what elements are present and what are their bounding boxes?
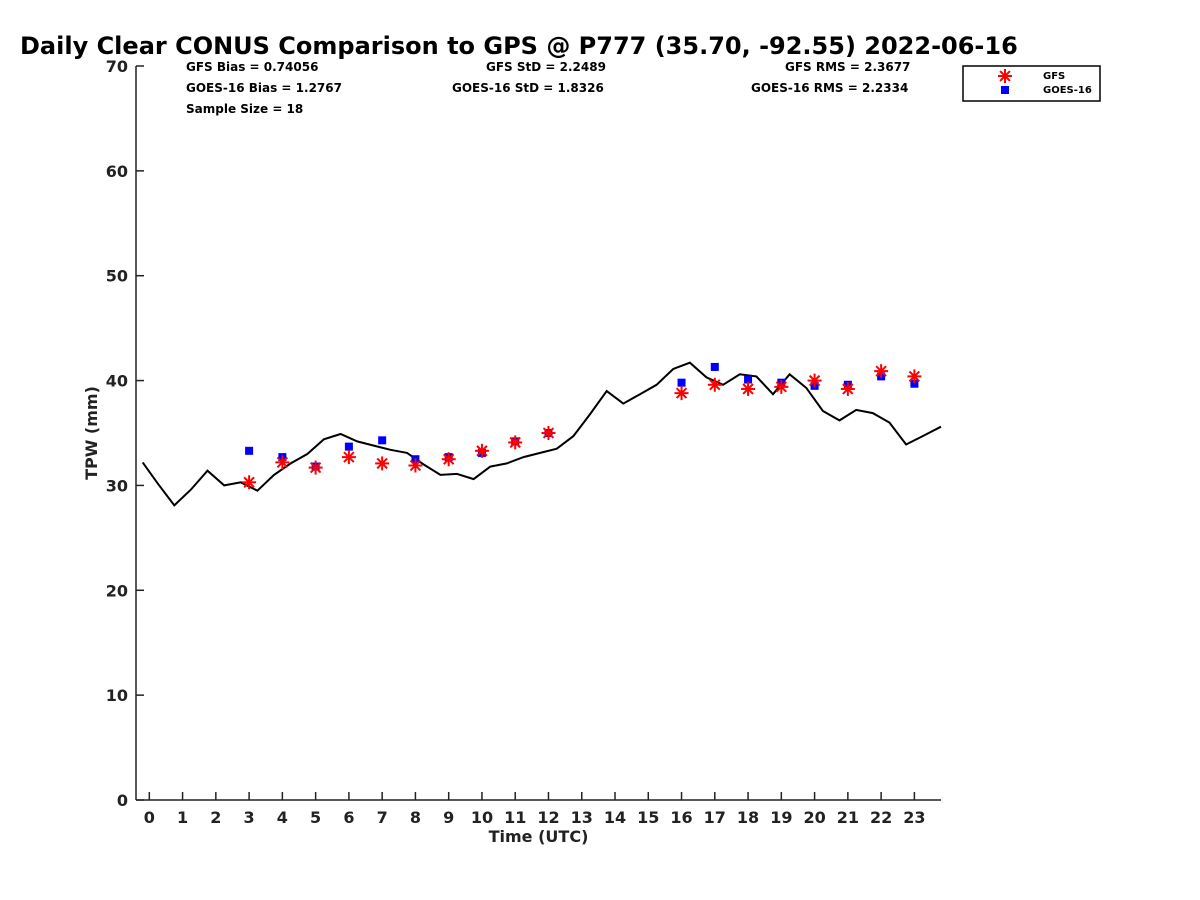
asterisk-stroke <box>842 383 854 395</box>
x-tick-label: 9 <box>443 808 454 827</box>
x-tick-label: 23 <box>903 808 925 827</box>
x-tick-label: 5 <box>310 808 321 827</box>
asterisk-stroke <box>376 457 388 470</box>
y-tick-label: 40 <box>106 372 128 391</box>
x-tick-label: 16 <box>670 808 692 827</box>
stat-gfs-std: GFS StD = 2.2489 <box>486 60 606 74</box>
stat-goes-rms: GOES-16 RMS = 2.2334 <box>751 81 908 95</box>
gfs-point <box>707 377 722 392</box>
x-tick-label: 18 <box>737 808 759 827</box>
x-tick-label: 14 <box>604 808 626 827</box>
asterisk-stroke <box>875 365 887 377</box>
goes16-point <box>744 375 753 384</box>
gfs-point <box>441 452 456 467</box>
legend-goes-marker <box>1001 86 1009 94</box>
gfs-point <box>674 386 689 401</box>
gfs-point <box>840 381 855 396</box>
asterisk-stroke <box>709 379 721 391</box>
x-tick-label: 3 <box>244 808 255 827</box>
goes16-point <box>245 446 254 455</box>
legend-gfs-label: GFS <box>1043 71 1065 82</box>
x-tick-label: 15 <box>637 808 659 827</box>
gps-tpw-line <box>141 361 942 507</box>
legend-box <box>962 65 1101 102</box>
goes16-point <box>344 442 353 451</box>
asterisk-stroke <box>999 70 1011 82</box>
asterisk-stroke <box>808 374 821 387</box>
gfs-point <box>408 458 423 473</box>
legend: GFS GOES-16 <box>962 65 1101 102</box>
x-tick-label: 22 <box>870 808 892 827</box>
stat-gfs-rms: GFS RMS = 2.3677 <box>785 60 910 74</box>
asterisk-stroke <box>675 387 688 399</box>
x-tick-label: 11 <box>504 808 526 827</box>
x-axis-label: Time (UTC) <box>489 827 589 846</box>
asterisk-stroke <box>775 381 787 393</box>
asterisk-stroke <box>476 445 488 457</box>
x-tick-label: 20 <box>803 808 825 827</box>
x-tick-label: 10 <box>471 808 493 827</box>
x-tick-label: 7 <box>377 808 388 827</box>
legend-goes-label: GOES-16 <box>1043 85 1092 96</box>
x-tick-label: 6 <box>343 808 354 827</box>
y-tick-label: 50 <box>106 267 128 286</box>
chart-title: Daily Clear CONUS Comparison to GPS @ P7… <box>20 32 1018 60</box>
asterisk-stroke <box>276 456 289 469</box>
stat-sample-size: Sample Size = 18 <box>186 102 303 116</box>
y-tick-label: 10 <box>106 686 128 705</box>
gfs-point <box>341 450 356 465</box>
asterisk-stroke <box>742 383 754 395</box>
gfs-point <box>242 475 257 490</box>
asterisk-stroke <box>443 453 455 465</box>
x-tick-label: 0 <box>144 808 155 827</box>
gfs-legend-asterisk <box>998 69 1012 83</box>
gfs-point <box>275 455 290 470</box>
x-tick-label: 1 <box>177 808 188 827</box>
goes16-point <box>910 379 919 388</box>
y-axis-label: TPW (mm) <box>82 386 101 480</box>
y-tick-label: 60 <box>106 162 128 181</box>
x-tick-label: 8 <box>410 808 421 827</box>
legend-gfs-marker <box>998 69 1012 83</box>
stat-goes-std: GOES-16 StD = 1.8326 <box>452 81 604 95</box>
x-tick-label: 19 <box>770 808 792 827</box>
gfs-point <box>541 426 556 440</box>
gfs-point <box>375 456 390 471</box>
gfs-point <box>774 379 789 394</box>
x-tick-label: 17 <box>704 808 726 827</box>
asterisk-stroke <box>409 459 422 472</box>
gfs-point <box>308 460 323 475</box>
x-tick-label: 4 <box>277 808 288 827</box>
gfs-point <box>508 435 523 450</box>
gfs-point <box>741 381 756 396</box>
asterisk-stroke <box>309 461 322 474</box>
y-tick-label: 20 <box>106 581 128 600</box>
asterisk-stroke <box>243 476 255 488</box>
goes16-point <box>677 378 686 387</box>
x-tick-label: 12 <box>537 808 559 827</box>
goes16-point <box>710 362 719 371</box>
gfs-point <box>874 364 889 379</box>
asterisk-stroke <box>343 451 355 463</box>
gfs-point <box>907 369 922 384</box>
asterisk-stroke <box>509 436 521 449</box>
goes16-legend-square <box>1001 86 1009 94</box>
y-tick-label: 0 <box>117 791 128 810</box>
y-tick-label: 70 <box>106 57 128 76</box>
gfs-point <box>474 443 489 458</box>
x-tick-label: 13 <box>571 808 593 827</box>
goes16-point <box>378 436 387 445</box>
x-tick-label: 21 <box>837 808 859 827</box>
asterisk-stroke <box>908 370 921 383</box>
stat-goes-bias: GOES-16 Bias = 1.2767 <box>186 81 342 95</box>
asterisk-stroke <box>542 427 555 439</box>
gfs-point <box>807 373 822 388</box>
stat-gfs-bias: GFS Bias = 0.74056 <box>186 60 318 74</box>
y-tick-label: 30 <box>106 476 128 495</box>
x-tick-label: 2 <box>210 808 221 827</box>
